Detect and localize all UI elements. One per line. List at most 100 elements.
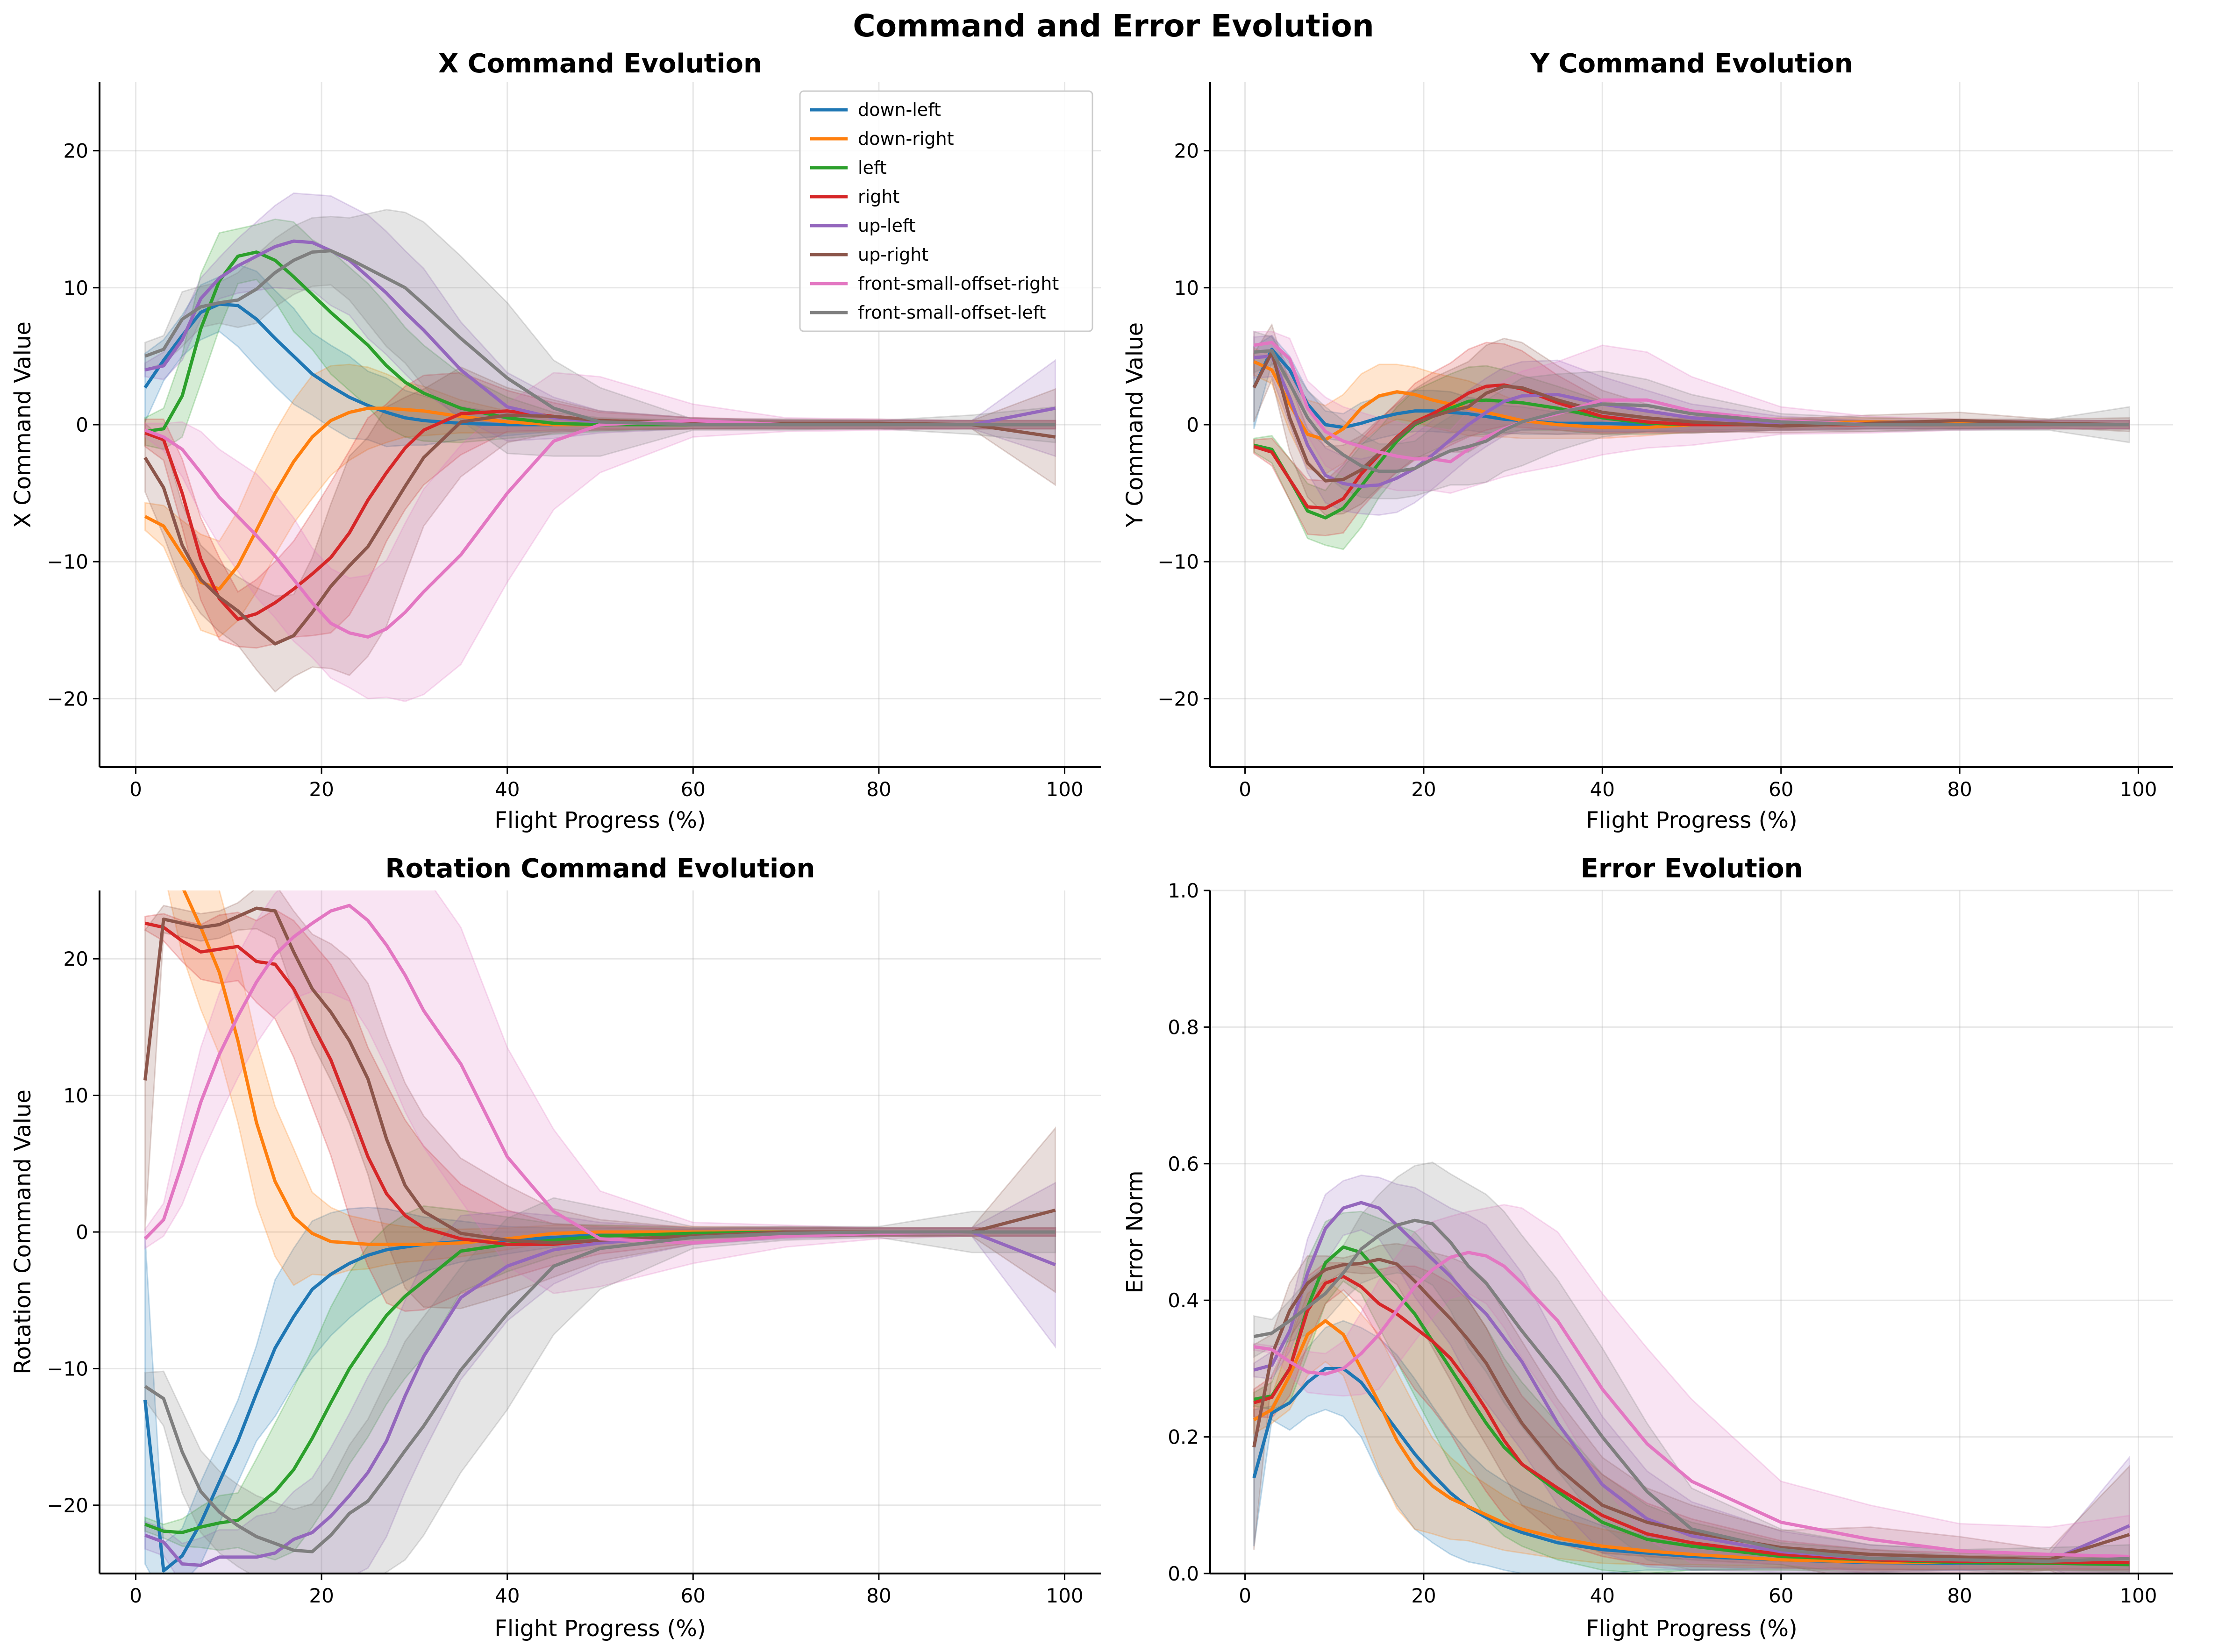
x-tick-label: 0 <box>1239 778 1251 801</box>
x-tick-label: 40 <box>1590 1584 1615 1607</box>
x-axis-label: Flight Progress (%) <box>1586 1616 1797 1642</box>
line-front-small-offset-left <box>1254 1218 2130 1563</box>
legend: down-left down-right left right up-left up-ri… <box>799 90 1093 332</box>
y-tick-label: 0.6 <box>1168 1153 1199 1175</box>
x-tick-label: 40 <box>1590 778 1615 801</box>
y-tick-label: 10 <box>64 277 88 299</box>
x-axis-label: Flight Progress (%) <box>1586 807 1797 833</box>
y-tick-label: 20 <box>64 140 88 163</box>
band-down-right <box>144 363 1056 638</box>
y-axis-label: X Command Value <box>10 321 36 528</box>
plot-area <box>1252 1161 2130 1574</box>
y-axis-label: Y Command Value <box>1122 322 1148 527</box>
band-left <box>144 1205 1056 1561</box>
x-tick-label: 40 <box>495 1584 520 1607</box>
subplot-title: Y Command Evolution <box>1530 49 1853 79</box>
y-tick-label: 20 <box>1174 140 1199 163</box>
band-right <box>144 909 1056 1312</box>
line-up-left <box>1253 1201 2130 1563</box>
x-tick-label: 20 <box>1411 1584 1436 1607</box>
x-tick-label: 100 <box>1046 778 1083 801</box>
line-front-small-offset-left <box>144 1230 1056 1553</box>
band-left <box>144 218 1056 450</box>
band-left <box>1253 365 2130 550</box>
y-tick-label: −10 <box>1157 550 1199 573</box>
band-front-small-offset-left <box>144 1197 1056 1574</box>
x-tick-label: 20 <box>1411 778 1436 801</box>
subplot-title: Rotation Command Evolution <box>385 854 815 884</box>
y-axis-label: Error Norm <box>1122 1170 1148 1293</box>
legend-label: front-small-offset-right <box>858 273 1059 294</box>
x-tick-label: 100 <box>2119 1584 2157 1607</box>
band-up-right <box>1253 1243 2130 1574</box>
x-axis-label: Flight Progress (%) <box>494 1616 706 1642</box>
legend-item: right <box>810 186 899 207</box>
x-tick-label: 20 <box>309 1584 334 1607</box>
x-command-panel: 0 20 40 60 80 100 −20 −10 0 10 20 X Command Evoluti… <box>10 49 1101 833</box>
line-left <box>144 1230 1056 1534</box>
band-down-right <box>167 890 1056 1287</box>
y-tick-label: 0.2 <box>1168 1426 1199 1449</box>
x-axis-label: Flight Progress (%) <box>494 807 706 833</box>
legend-label: up-right <box>858 244 928 265</box>
y-tick-label: 10 <box>1174 277 1199 299</box>
x-tick-label: 100 <box>2119 778 2157 801</box>
rotation-command-panel: 0 20 40 60 80 100 −20 −10 0 10 20 Rotation Command … <box>10 854 1101 1642</box>
legend-frame <box>799 90 1093 332</box>
x-tick-label: 80 <box>866 778 891 801</box>
x-tick-label: 0 <box>129 778 142 801</box>
y-tick-label: 0 <box>1186 413 1199 436</box>
y-tick-label: −10 <box>47 550 88 573</box>
legend-label: down-left <box>858 100 941 120</box>
y-tick-label: −20 <box>1157 687 1199 710</box>
x-tick-label: 60 <box>1769 1584 1793 1607</box>
band-down-right <box>1253 1279 2130 1571</box>
plot-area <box>143 192 1056 702</box>
error-panel: 0 20 40 60 80 100 0.0 0.2 0.4 0.6 0.8 1.0 Error Evol… <box>1122 854 2173 1642</box>
band-right <box>1253 1262 2130 1571</box>
y-tick-label: 0.0 <box>1168 1562 1199 1585</box>
line-front-small-offset-right <box>143 904 1056 1245</box>
x-tick-label: 60 <box>1769 778 1793 801</box>
line-front-small-offset-left <box>144 249 1056 427</box>
legend-label: up-left <box>858 215 915 236</box>
y-tick-label: 20 <box>64 947 88 970</box>
line-left <box>1254 1245 2130 1567</box>
x-tick-label: 100 <box>1046 1584 1083 1607</box>
y-tick-label: −20 <box>47 1494 88 1517</box>
band-down-left <box>144 1206 1056 1574</box>
band-up-left <box>1253 1175 2130 1574</box>
legend-item: down-right <box>810 128 954 149</box>
subplot-title: Error Evolution <box>1581 854 1803 884</box>
y-tick-label: 1.0 <box>1168 879 1199 902</box>
y-tick-label: 0.4 <box>1168 1289 1199 1312</box>
y-tick-label: −20 <box>47 687 88 710</box>
y-tick-label: 0.8 <box>1168 1016 1199 1039</box>
y-axis-label: Rotation Command Value <box>10 1089 36 1374</box>
y-tick-label: −10 <box>47 1357 88 1380</box>
y-tick-label: 0 <box>76 413 88 436</box>
x-tick-label: 20 <box>309 778 334 801</box>
line-front-small-offset-right <box>1254 1251 2130 1558</box>
plot-area <box>1252 323 2130 550</box>
x-tick-label: 80 <box>1947 778 1972 801</box>
legend-item: front-small-offset-left <box>810 302 1046 323</box>
legend-item: up-left <box>810 215 915 236</box>
band-up-left <box>144 1182 1056 1574</box>
line-right <box>1253 1275 2130 1565</box>
legend-item: up-right <box>810 244 928 265</box>
x-tick-label: 40 <box>495 778 520 801</box>
band-front-small-offset-right <box>144 890 1056 1295</box>
plot-area <box>143 890 1056 1574</box>
y-tick-label: 10 <box>64 1084 88 1107</box>
band-down-left <box>144 263 1056 448</box>
x-tick-label: 60 <box>681 778 706 801</box>
legend-item: front-small-offset-right <box>810 273 1059 294</box>
x-tick-label: 80 <box>866 1584 891 1607</box>
band-up-right <box>144 890 1056 1310</box>
x-tick-label: 80 <box>1947 1584 1972 1607</box>
legend-item: left <box>810 157 887 178</box>
line-up-right <box>1252 350 2130 483</box>
